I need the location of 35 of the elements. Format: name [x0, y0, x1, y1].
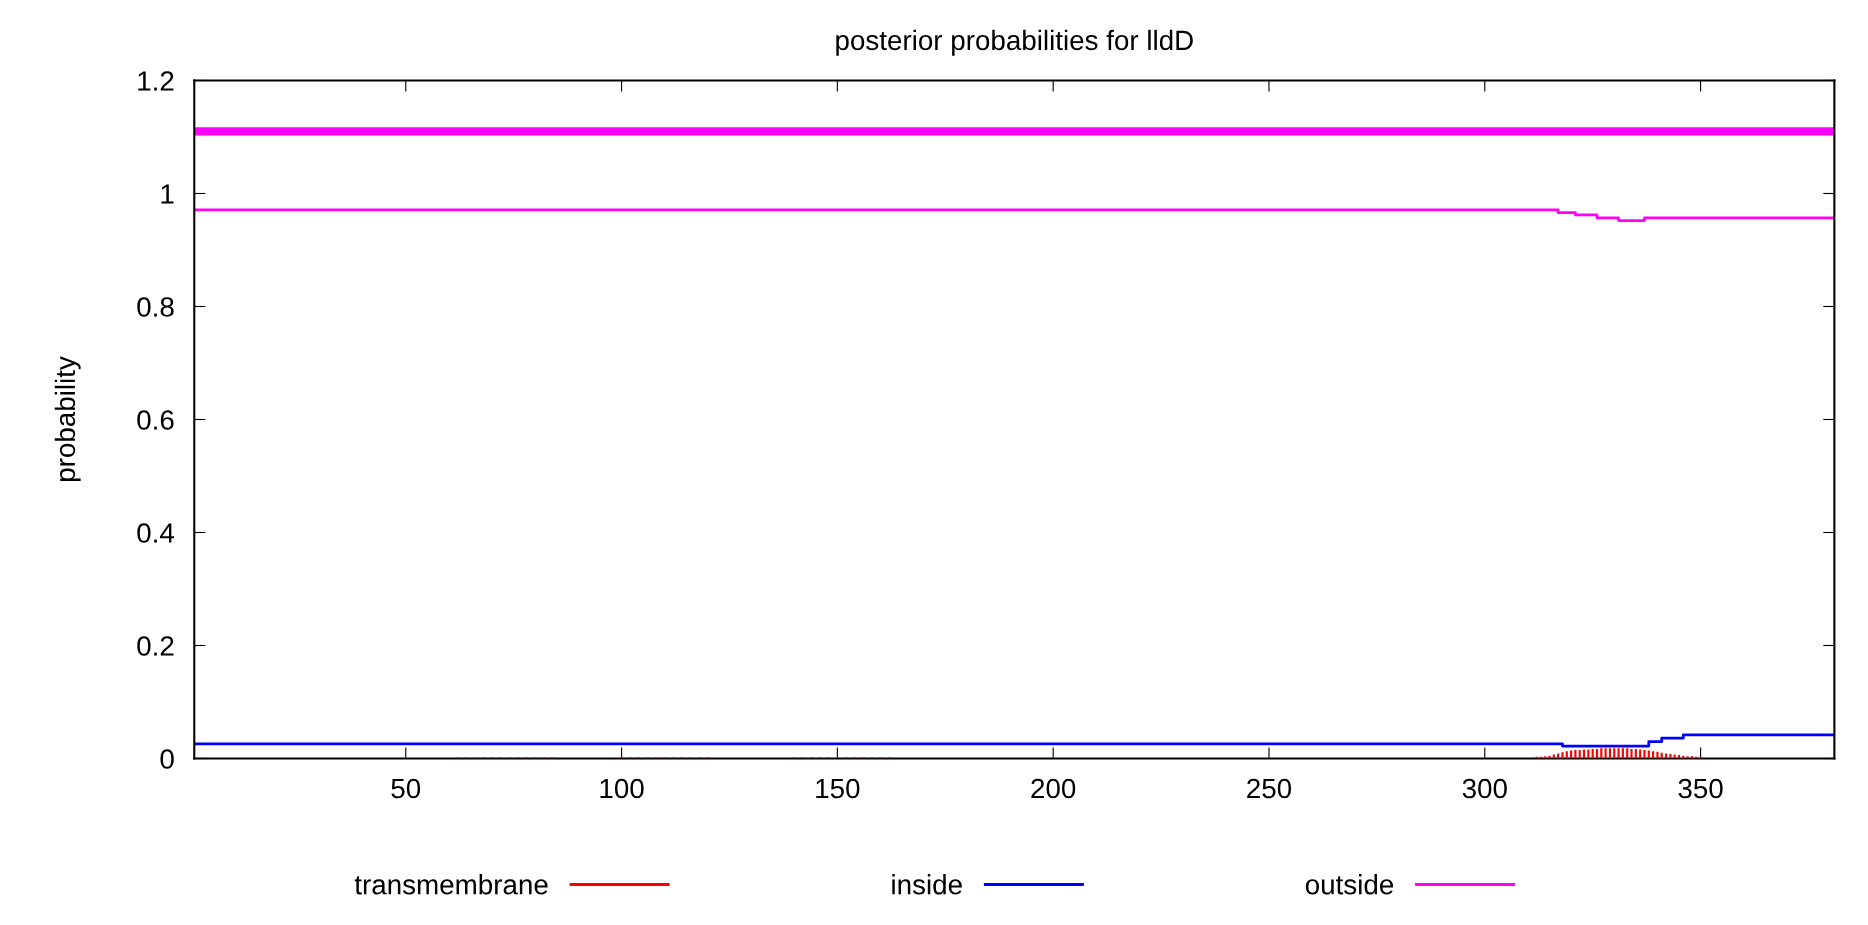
y-tick-label: 0.8 [137, 297, 174, 317]
x-tick-label: 200 [1031, 778, 1076, 799]
y-tick-label: 0.2 [137, 636, 174, 656]
bar [1664, 753, 1668, 759]
bar [1561, 752, 1564, 759]
x-tick-label: 250 [1247, 778, 1292, 799]
bar [1604, 748, 1607, 759]
bar [1548, 755, 1551, 759]
bar [1600, 748, 1603, 759]
legend-label: inside [892, 874, 962, 895]
bar [1639, 749, 1642, 759]
y-tick-label: 1 [161, 184, 174, 204]
bar [1630, 748, 1633, 759]
bar [1582, 749, 1586, 759]
y-tick-label: 0.6 [137, 410, 174, 430]
x-tick-label: 300 [1462, 778, 1507, 799]
legend-label: transmembrane [354, 874, 548, 895]
y-axis-title: probability [54, 356, 81, 481]
y-tick-label: 0 [160, 749, 174, 769]
bar [1613, 748, 1616, 759]
bar [1557, 753, 1560, 759]
x-tick-label: 50 [391, 778, 421, 799]
y-tick-label: 0.4 [137, 523, 175, 543]
bar [1617, 748, 1620, 759]
bar [1608, 748, 1612, 759]
bar [1621, 748, 1624, 759]
x-tick-label: 150 [816, 778, 860, 799]
bar [1643, 750, 1646, 759]
y-tick-label: 1.2 [138, 71, 174, 91]
legend-label: outside [1305, 874, 1394, 895]
chart-title: posterior probabilities for lldD [836, 29, 1193, 56]
x-tick-label: 350 [1678, 778, 1723, 799]
x-tick-label: 100 [600, 778, 644, 799]
bar [1587, 749, 1590, 759]
bar [1626, 748, 1629, 759]
